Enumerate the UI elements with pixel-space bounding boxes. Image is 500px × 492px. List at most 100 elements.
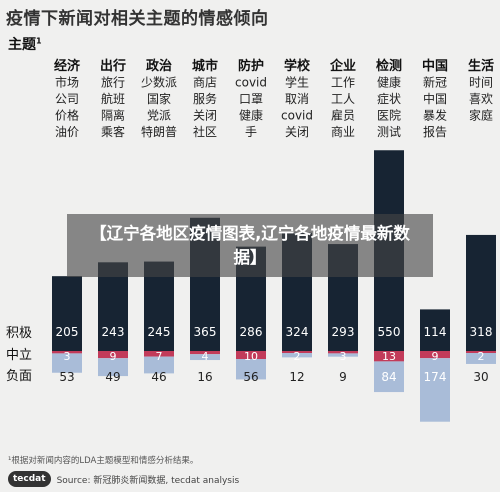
category-term: 时间 bbox=[469, 76, 493, 90]
category-term: 口罩 bbox=[239, 92, 263, 106]
positive-bar bbox=[420, 309, 450, 351]
category-term: 社区 bbox=[193, 124, 217, 139]
category-term: 手 bbox=[245, 125, 257, 139]
negative-bar bbox=[236, 359, 266, 380]
category-term: 公司 bbox=[55, 92, 79, 106]
footnote: ¹根据对新闻内容的LDA主题模型和情感分析结果。 bbox=[8, 456, 199, 466]
row-label-positive: 积极 bbox=[6, 326, 32, 341]
negative-bar bbox=[374, 361, 404, 393]
category-term: 关闭 bbox=[285, 125, 309, 139]
neutral-value-label: 7 bbox=[156, 350, 163, 363]
negative-bar bbox=[98, 358, 128, 377]
category-term: 乘客 bbox=[101, 124, 125, 139]
category-term: covid bbox=[281, 109, 313, 123]
neutral-value-label: 2 bbox=[294, 350, 301, 363]
negative-value-label: 9 bbox=[339, 370, 347, 384]
topic-header-footnote-mark: 1 bbox=[36, 36, 42, 46]
category-term: 市场 bbox=[55, 75, 79, 90]
category-term: 学生 bbox=[285, 75, 309, 90]
watermark-overlay: 【辽宁各地区疫情图表,辽宁各地疫情最新数据】 bbox=[67, 214, 433, 277]
negative-value-label: 16 bbox=[197, 370, 212, 384]
category-term: 喜欢 bbox=[469, 91, 493, 106]
overlay-text: 【辽宁各地区疫情图表,辽宁各地疫情最新数据】 bbox=[90, 223, 410, 267]
neutral-value-label: 2 bbox=[478, 350, 485, 363]
topic-header: 主题1 bbox=[8, 34, 42, 54]
category-term: 油价 bbox=[55, 125, 79, 139]
category-term: 旅行 bbox=[101, 76, 125, 90]
neutral-value-label: 10 bbox=[244, 350, 258, 363]
category-term: 暴发 bbox=[423, 108, 447, 123]
negative-value-label: 46 bbox=[151, 370, 166, 384]
positive-value-label: 550 bbox=[378, 325, 401, 339]
positive-value-label: 286 bbox=[240, 325, 263, 339]
chart-title: 疫情下新闻对相关主题的情感倾向 bbox=[6, 9, 269, 29]
neutral-value-label: 9 bbox=[110, 350, 117, 363]
category-term: 测试 bbox=[377, 124, 401, 139]
negative-bar bbox=[328, 353, 358, 357]
negative-bar bbox=[144, 356, 174, 374]
row-label-negative: 负面 bbox=[6, 369, 32, 384]
category-term: 党派 bbox=[147, 108, 171, 123]
category-term: 关闭 bbox=[193, 109, 217, 123]
neutral-bar bbox=[190, 351, 220, 355]
source-text: Source: 新冠肺炎新闻数据, tecdat analysis bbox=[56, 475, 240, 486]
neutral-bar bbox=[52, 351, 82, 354]
category-term: covid bbox=[235, 76, 267, 90]
category-name: 企业 bbox=[329, 58, 356, 74]
neutral-bar bbox=[282, 351, 312, 353]
category-term: 取消 bbox=[285, 92, 309, 106]
neutral-bar bbox=[466, 351, 496, 353]
category-name: 经济 bbox=[54, 58, 81, 74]
positive-value-label: 114 bbox=[424, 325, 447, 339]
neutral-bar bbox=[374, 351, 404, 362]
positive-bar bbox=[98, 262, 128, 351]
category-term: 健康 bbox=[239, 108, 263, 123]
category-term: 服务 bbox=[193, 91, 217, 106]
category-name: 出行 bbox=[100, 58, 126, 74]
category-term: 少数派 bbox=[141, 75, 177, 90]
negative-bar bbox=[52, 353, 82, 373]
category-term: 新冠 bbox=[423, 75, 447, 90]
category-term: 症状 bbox=[377, 91, 401, 106]
category-term: 特朗普 bbox=[141, 124, 177, 139]
neutral-value-label: 3 bbox=[340, 350, 347, 363]
neutral-value-label: 13 bbox=[382, 350, 396, 363]
positive-bar bbox=[52, 276, 82, 351]
category-term: 报告 bbox=[423, 124, 447, 139]
neutral-bar bbox=[98, 351, 128, 359]
tecdat-logo: tecdat bbox=[8, 471, 51, 487]
category-name: 政治 bbox=[146, 58, 172, 74]
category-term: 健康 bbox=[377, 75, 401, 90]
negative-value-label: 84 bbox=[381, 370, 396, 384]
category-term: 家庭 bbox=[469, 108, 493, 123]
negative-bar bbox=[420, 358, 450, 422]
positive-value-label: 293 bbox=[332, 325, 355, 339]
positive-value-label: 324 bbox=[286, 325, 309, 339]
negative-value-label: 53 bbox=[59, 370, 74, 384]
category-term: 工作 bbox=[331, 76, 355, 90]
category-term: 商业 bbox=[331, 124, 355, 139]
negative-bar bbox=[466, 353, 496, 364]
neutral-bar bbox=[144, 351, 174, 357]
neutral-bar bbox=[420, 351, 450, 359]
category-name: 检测 bbox=[376, 58, 402, 74]
category-name: 中国 bbox=[422, 58, 448, 74]
positive-value-label: 365 bbox=[194, 325, 217, 339]
negative-value-label: 174 bbox=[424, 370, 447, 384]
category-name: 城市 bbox=[192, 58, 218, 74]
neutral-value-label: 9 bbox=[432, 350, 439, 363]
positive-value-label: 205 bbox=[56, 325, 79, 339]
category-term: 价格 bbox=[55, 108, 79, 123]
neutral-value-label: 4 bbox=[202, 350, 209, 363]
source-line: tecdat Source: 新冠肺炎新闻数据, tecdat analysis bbox=[8, 471, 239, 487]
category-name: 学校 bbox=[284, 58, 311, 74]
negative-value-label: 30 bbox=[473, 370, 488, 384]
category-term: 国家 bbox=[147, 91, 171, 106]
negative-value-label: 49 bbox=[105, 370, 120, 384]
negative-bar bbox=[190, 354, 220, 361]
negative-value-label: 12 bbox=[289, 370, 304, 384]
neutral-value-label: 3 bbox=[64, 350, 71, 363]
positive-value-label: 243 bbox=[102, 325, 125, 339]
category-term: 雇员 bbox=[331, 108, 355, 123]
negative-value-label: 56 bbox=[243, 370, 258, 384]
